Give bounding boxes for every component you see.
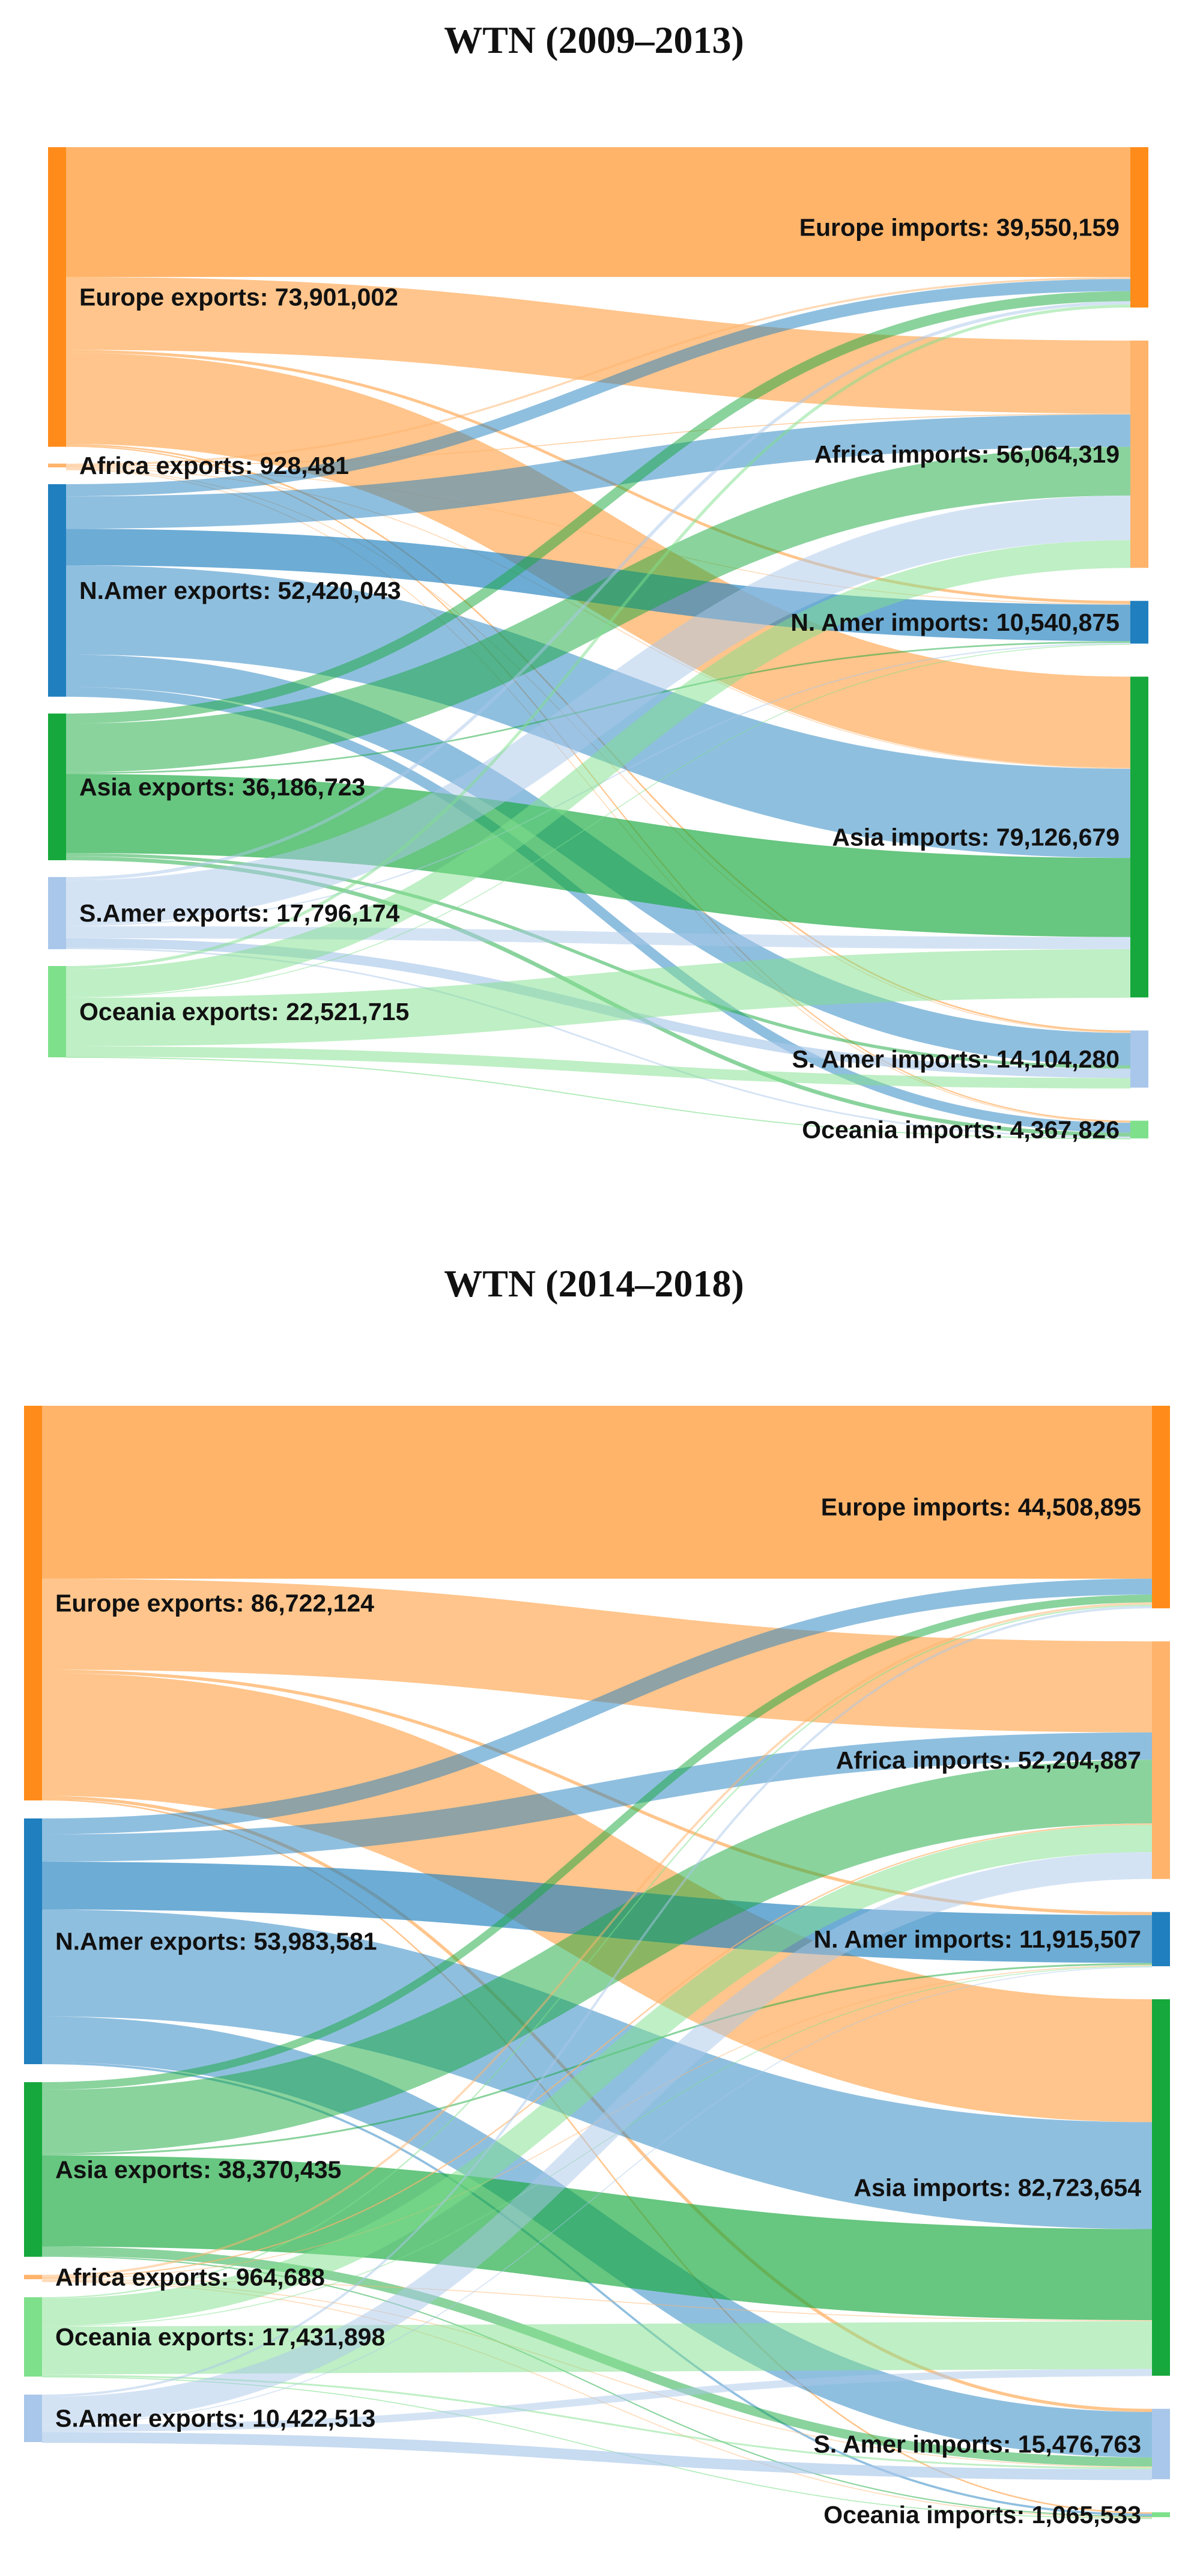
- import-node-asia: [1130, 676, 1148, 998]
- flow-s-amer-to-n-amer: [41, 1966, 1153, 2425]
- import-node-europe: [1130, 147, 1148, 308]
- export-label-africa: Africa exports: 928,481: [79, 452, 349, 479]
- export-label-oceania: Oceania exports: 17,431,898: [55, 2323, 385, 2351]
- export-node-oceania: [24, 2297, 42, 2377]
- import-label-asia: Asia imports: 82,723,654: [853, 2174, 1141, 2201]
- flow-s-amer-to-africa: [65, 495, 1131, 925]
- sankey-chart-2009: Europe exports: 73,901,002 Africa exports…: [48, 147, 1148, 1143]
- import-node-n-amer: [1130, 601, 1148, 644]
- flow-oceania-to-s-amer: [65, 1046, 1131, 1089]
- flow-oceania-to-africa: [65, 540, 1131, 997]
- export-label-africa: Africa exports: 964,688: [55, 2263, 325, 2291]
- flow-n-amer-to-africa: [41, 1732, 1153, 1862]
- flow-n-amer-to-europe: [65, 279, 1131, 497]
- flow-oceania-to-asia: [41, 2321, 1153, 2375]
- flow-s-amer-to-africa: [41, 1852, 1153, 2424]
- flow-asia-to-asia: [41, 2155, 1153, 2321]
- export-label-oceania: Oceania exports: 22,521,715: [79, 998, 409, 1025]
- import-node-europe: [1152, 1406, 1170, 1609]
- flow-oceania-to-europe: [41, 1605, 1153, 2299]
- export-node-s-amer: [48, 876, 66, 950]
- import-label-europe: Europe imports: 39,550,159: [799, 213, 1120, 241]
- export-label-europe: Europe exports: 86,722,124: [55, 1590, 374, 1617]
- import-node-africa: [1152, 1641, 1170, 1879]
- flow-links: [41, 1406, 1153, 2520]
- node-labels: Europe exports: 73,901,002 Africa exports…: [79, 213, 1120, 1143]
- export-node-n-amer: [24, 1818, 42, 2064]
- flow-oceania-to-oceania: [65, 1057, 1131, 1140]
- import-label-asia: Asia imports: 79,126,679: [832, 823, 1120, 851]
- flow-africa-to-africa: [65, 413, 1131, 467]
- flow-africa-to-africa: [41, 1823, 1153, 2279]
- import-label-africa: Africa imports: 56,064,319: [814, 440, 1120, 468]
- export-node-europe: [24, 1406, 42, 1801]
- export-node-s-amer: [24, 2395, 42, 2442]
- flow-s-amer-to-europe: [65, 301, 1131, 881]
- flow-s-amer-to-europe: [41, 1606, 1153, 2397]
- flow-links: [65, 147, 1131, 1140]
- node-labels: Europe exports: 86,722,124 N.Amer exports…: [55, 1493, 1141, 2529]
- nodes: [48, 147, 1148, 1138]
- nodes: [24, 1406, 1170, 2517]
- flow-s-amer-to-s-amer: [41, 2432, 1153, 2480]
- import-label-oceania: Oceania imports: 1,065,533: [823, 2501, 1141, 2529]
- flow-oceania-to-n-amer: [65, 643, 1131, 998]
- import-label-n-amer: N. Amer imports: 10,540,875: [790, 609, 1120, 636]
- flow-europe-to-africa: [65, 276, 1131, 414]
- export-label-asia: Asia exports: 38,370,435: [55, 2155, 341, 2183]
- flow-asia-to-asia: [65, 774, 1131, 937]
- flow-n-amer-to-n-amer: [41, 1861, 1153, 1963]
- export-label-s-amer: S.Amer exports: 10,422,513: [55, 2405, 375, 2432]
- flow-oceania-to-africa: [41, 1824, 1153, 2326]
- export-node-europe: [48, 147, 66, 447]
- panel-title-2009: WTN (2009–2013): [444, 19, 744, 61]
- flow-asia-to-africa: [65, 446, 1131, 773]
- flow-europe-to-asia: [65, 353, 1131, 768]
- import-node-asia: [1152, 1999, 1170, 2376]
- import-node-s-amer: [1130, 1030, 1148, 1088]
- export-node-asia: [48, 713, 66, 860]
- flow-asia-to-africa: [41, 1760, 1153, 2154]
- import-node-africa: [1130, 340, 1148, 568]
- import-label-oceania: Oceania imports: 4,367,826: [802, 1116, 1120, 1143]
- flow-n-amer-to-europe: [41, 1578, 1153, 1835]
- import-label-africa: Africa imports: 52,204,887: [836, 1746, 1141, 1774]
- flow-oceania-to-asia: [65, 949, 1131, 1046]
- export-label-n-amer: N.Amer exports: 52,420,043: [79, 577, 401, 604]
- import-label-europe: Europe imports: 44,508,895: [821, 1493, 1141, 1521]
- flow-n-amer-to-africa: [65, 414, 1131, 529]
- import-label-n-amer: N. Amer imports: 11,915,507: [814, 1925, 1141, 1953]
- flow-asia-to-europe: [65, 291, 1131, 724]
- import-node-n-amer: [1152, 1912, 1170, 1966]
- panel-title-2014: WTN (2014–2018): [444, 1262, 744, 1305]
- export-node-n-amer: [48, 484, 66, 697]
- import-label-s-amer: S. Amer imports: 15,476,763: [814, 2430, 1141, 2458]
- sankey-chart-2014: Europe exports: 86,722,124 N.Amer exports…: [24, 1406, 1170, 2529]
- flow-s-amer-to-asia: [41, 2369, 1153, 2432]
- export-node-africa: [48, 463, 66, 467]
- export-label-n-amer: N.Amer exports: 53,983,581: [55, 1927, 377, 1955]
- flow-africa-to-europe: [65, 276, 1131, 466]
- flow-africa-to-europe: [41, 1602, 1153, 2277]
- flow-s-amer-to-asia: [65, 926, 1131, 950]
- export-node-africa: [24, 2274, 42, 2279]
- export-label-asia: Asia exports: 36,186,723: [79, 773, 365, 801]
- export-label-s-amer: S.Amer exports: 17,796,174: [79, 899, 399, 927]
- import-node-oceania: [1152, 2512, 1170, 2517]
- flow-asia-to-europe: [41, 1594, 1153, 2090]
- export-node-asia: [24, 2082, 42, 2257]
- flow-oceania-to-europe: [65, 304, 1131, 970]
- import-label-s-amer: S. Amer imports: 14,104,280: [792, 1045, 1120, 1073]
- import-node-oceania: [1130, 1120, 1148, 1138]
- flow-europe-to-africa: [41, 1578, 1153, 1733]
- export-node-oceania: [48, 966, 66, 1057]
- import-node-s-amer: [1152, 2408, 1170, 2479]
- export-label-europe: Europe exports: 73,901,002: [79, 283, 398, 311]
